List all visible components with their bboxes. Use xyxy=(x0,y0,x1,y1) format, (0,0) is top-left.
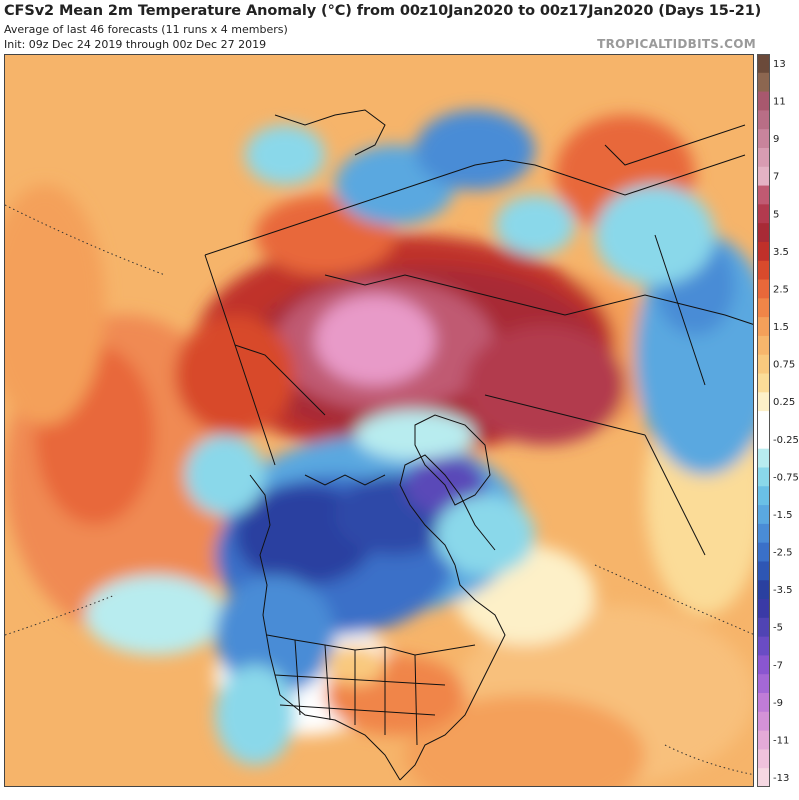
colorbar-label: -0.25 xyxy=(773,435,799,446)
colorbar-swatch xyxy=(757,354,770,375)
init-time: Init: 09z Dec 24 2019 through 00z Dec 27… xyxy=(4,38,267,51)
colorbar-swatch xyxy=(757,185,770,205)
colorbar-swatch xyxy=(757,317,770,337)
colorbar-label: -0.75 xyxy=(773,472,799,483)
colorbar-label: 5 xyxy=(773,209,779,220)
colorbar-label: 0.25 xyxy=(773,397,795,408)
colorbar-border xyxy=(757,54,770,787)
colorbar-swatch xyxy=(757,486,770,506)
colorbar-swatch xyxy=(757,768,770,787)
colorbar-label: 7 xyxy=(773,172,779,183)
colorbar-swatch xyxy=(757,298,770,318)
colorbar-swatch xyxy=(757,54,770,74)
colorbar-swatch xyxy=(757,166,770,187)
colorbar-swatch xyxy=(757,72,770,93)
colorbar-label: 0.75 xyxy=(773,360,795,371)
colorbar-label: 13 xyxy=(773,59,786,70)
colorbar-swatch xyxy=(757,523,770,544)
colorbar-swatch xyxy=(757,392,770,412)
colorbar-canvas: 13 11 9 7 5 3.5 2.5 1.5 0.75 0.25 -0.25 -0.75 -1.5 -2… xyxy=(757,54,799,787)
colorbar-swatch xyxy=(757,110,770,130)
header: CFSv2 Mean 2m Temperature Anomaly (°C) f… xyxy=(0,0,799,54)
map-canvas xyxy=(5,55,753,786)
colorbar-label: -1.5 xyxy=(773,510,793,521)
colorbar-swatch xyxy=(757,599,770,619)
colorbar-label: 3.5 xyxy=(773,247,789,258)
colorbar-swatch xyxy=(757,411,770,431)
colorbar-swatch xyxy=(757,749,770,769)
colorbar-label: -9 xyxy=(773,698,783,709)
colorbar-label: 11 xyxy=(773,96,786,107)
coastlines xyxy=(204,109,753,781)
grid-lines xyxy=(5,204,753,776)
colorbar-swatch xyxy=(757,429,770,450)
colorbar-swatch xyxy=(757,580,770,600)
colorbar-label: -3.5 xyxy=(773,585,793,596)
colorbar-swatch xyxy=(757,655,770,675)
anomaly-shading xyxy=(5,110,753,786)
colorbar-label: -7 xyxy=(773,660,783,671)
colorbar-swatch xyxy=(757,636,770,656)
colorbar-label: -13 xyxy=(773,773,789,784)
colorbar-swatch xyxy=(757,335,770,356)
page-title: CFSv2 Mean 2m Temperature Anomaly (°C) f… xyxy=(4,3,762,19)
anomaly-map xyxy=(4,54,754,787)
colorbar-swatch xyxy=(757,91,770,111)
colorbar-swatch xyxy=(757,711,770,732)
colorbar-label: -2.5 xyxy=(773,548,793,559)
colorbar-swatch xyxy=(757,147,770,168)
colorbar-swatch xyxy=(757,467,770,487)
colorbar-swatch xyxy=(757,561,770,581)
colorbar-swatch xyxy=(757,373,770,393)
subtitle: Average of last 46 forecasts (11 runs x … xyxy=(4,23,288,36)
colorbar-swatch xyxy=(757,223,770,243)
brand-watermark: TROPICALTIDBITS.COM xyxy=(597,37,756,51)
colorbar: 13 11 9 7 5 3.5 2.5 1.5 0.75 0.25 -0.25 -0.75 -1.5 -2… xyxy=(757,54,799,787)
colorbar-swatch xyxy=(757,505,770,525)
colorbar-label: -11 xyxy=(773,736,789,747)
colorbar-label: 2.5 xyxy=(773,284,789,295)
colorbar-swatch xyxy=(757,279,770,299)
colorbar-swatch xyxy=(757,542,770,562)
colorbar-label: 1.5 xyxy=(773,322,789,333)
colorbar-swatch xyxy=(757,674,770,694)
colorbar-label: 9 xyxy=(773,134,779,145)
colorbar-swatch xyxy=(757,617,770,638)
colorbar-swatch xyxy=(757,204,770,224)
colorbar-swatch xyxy=(757,693,770,713)
colorbar-label: -5 xyxy=(773,623,783,634)
colorbar-swatch xyxy=(757,129,770,149)
colorbar-swatch xyxy=(757,241,770,262)
colorbar-swatch xyxy=(757,448,770,468)
colorbar-swatch xyxy=(757,730,770,750)
colorbar-swatch xyxy=(757,260,770,281)
